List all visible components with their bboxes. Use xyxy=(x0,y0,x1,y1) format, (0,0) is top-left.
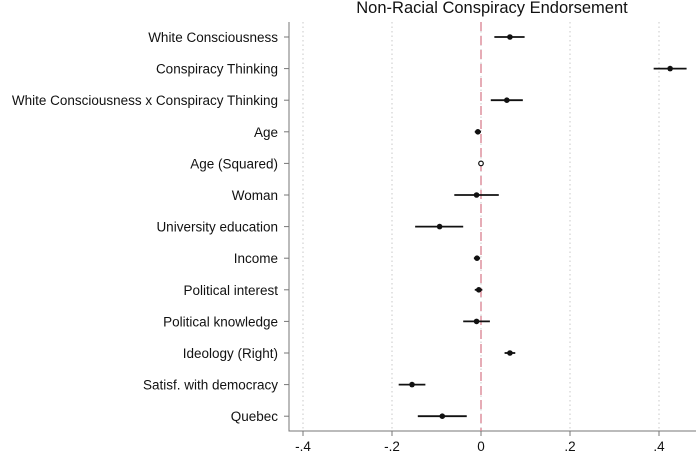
point-estimate xyxy=(478,160,484,167)
y-category-label: White Consciousness x Conspiracy Thinkin… xyxy=(12,93,278,108)
y-category-label: Income xyxy=(234,251,278,266)
y-category-label: University education xyxy=(156,220,278,235)
y-category-label: Political knowledge xyxy=(163,314,278,329)
point-estimate xyxy=(475,287,482,293)
point-estimate xyxy=(504,97,510,103)
y-category-label: Age xyxy=(254,125,278,140)
y-category-label: Conspiracy Thinking xyxy=(156,62,278,77)
chart-title: Non-Racial Conspiracy Endorsement xyxy=(356,0,628,17)
point-estimate xyxy=(436,223,443,230)
x-tick-label: -.2 xyxy=(384,439,400,454)
y-category-label: Quebec xyxy=(231,409,279,424)
plot-area: -.4 -.2 0 .2 .4 White Consciousness Conspiracy… xyxy=(12,22,696,454)
point-estimate xyxy=(507,34,513,40)
point-estimate xyxy=(475,129,481,135)
point-estimate xyxy=(507,350,513,356)
y-category-label: Ideology (Right) xyxy=(183,346,278,361)
y-category-label: Political interest xyxy=(183,283,278,298)
point-estimate xyxy=(474,255,480,261)
point-estimate xyxy=(439,413,446,420)
x-tick-label: .4 xyxy=(653,439,665,454)
point-estimate xyxy=(473,318,480,325)
x-tick-label: -.4 xyxy=(295,439,311,454)
x-tick-label: 0 xyxy=(477,439,485,454)
x-tick-label: .2 xyxy=(564,439,575,454)
point-estimate xyxy=(409,381,415,388)
y-category-label: Age (Squared) xyxy=(190,156,278,171)
y-category-label: Woman xyxy=(232,188,278,203)
point-estimate xyxy=(473,192,480,198)
point-estimate xyxy=(667,65,673,72)
y-category-label: White Consciousness xyxy=(148,30,278,45)
y-category-label: Satisf. with democracy xyxy=(143,378,278,393)
